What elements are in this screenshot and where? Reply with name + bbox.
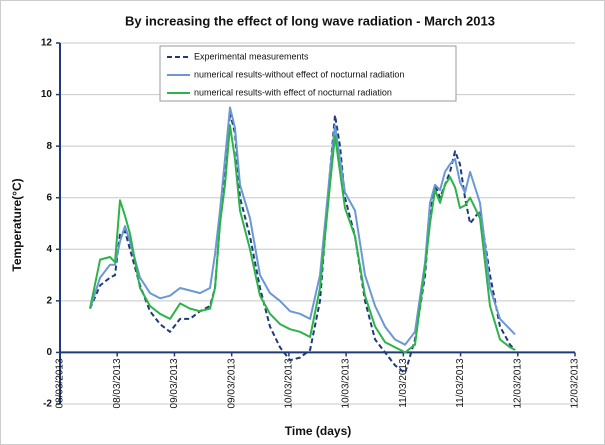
x-tick-label: 11/03/2013 (398, 358, 409, 408)
x-tick-label: 09/03/2013 (169, 358, 180, 408)
x-tick-label: 10/03/2013 (284, 358, 295, 408)
x-tick-label: 08/03/2013 (112, 358, 123, 408)
x-tick-label: 10/03/2013 (341, 358, 352, 408)
y-tick-label: 2 (46, 295, 52, 306)
y-tick-label: 4 (46, 244, 52, 255)
y-tick-label: 12 (41, 38, 53, 49)
x-tick-label: 08/03/2013 (55, 358, 66, 408)
y-tick-label: -2 (43, 399, 52, 410)
series-line (89, 106, 516, 346)
y-tick-label: 10 (41, 89, 53, 100)
y-tick-label: 0 (46, 347, 52, 358)
series-line (89, 124, 516, 354)
x-axis-label: Time (days) (285, 424, 351, 438)
series-line (89, 111, 516, 375)
x-tick-label: 09/03/2013 (226, 358, 237, 408)
x-tick-label: 11/03/2013 (455, 358, 466, 408)
chart-title: By increasing the effect of long wave ra… (125, 13, 495, 28)
y-tick-label: 6 (46, 192, 52, 203)
legend: Experimental measurements numerical resul… (159, 45, 457, 102)
legend-label: Experimental measurements (194, 51, 309, 61)
legend-label: numerical results-without effect of noct… (194, 69, 404, 79)
x-tick-label: 12/03/2013 (512, 358, 523, 408)
legend-label: numerical results-with effect of nocturn… (194, 87, 392, 97)
y-axis-label: Temperature(°C) (10, 178, 24, 271)
x-tick-label: 12/03/2013 (570, 358, 581, 408)
y-tick-label: 8 (46, 141, 52, 152)
legend-box (159, 45, 457, 102)
